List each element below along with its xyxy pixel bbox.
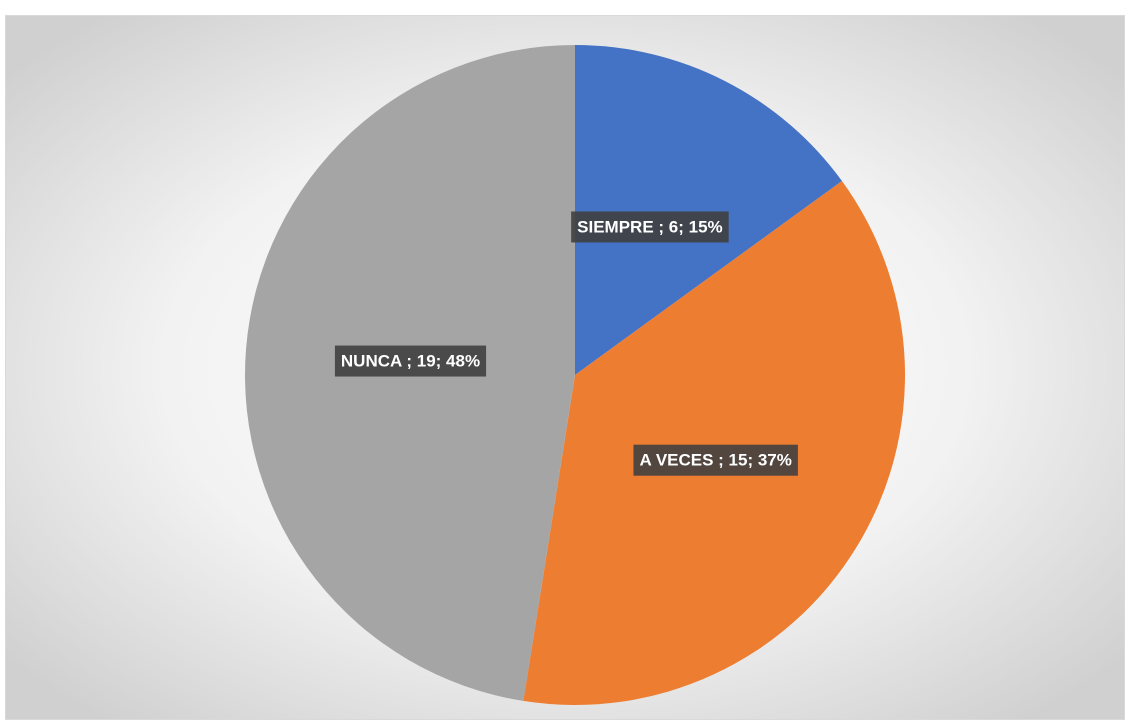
data-label: A VECES ; 15; 37% <box>639 451 791 470</box>
data-label: NUNCA ; 19; 48% <box>341 352 480 371</box>
data-label-box <box>633 444 798 476</box>
data-label-box <box>334 345 487 377</box>
data-label-box <box>571 211 729 243</box>
data-label: SIEMPRE ; 6; 15% <box>577 217 723 236</box>
pie-slice <box>575 45 842 375</box>
pie-slice <box>523 181 905 705</box>
